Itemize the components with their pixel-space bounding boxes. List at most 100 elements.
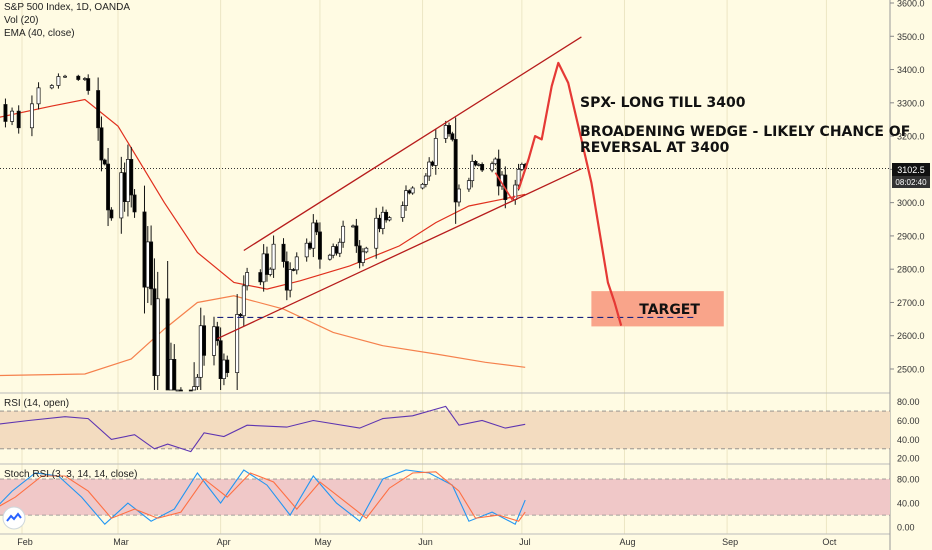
candle-body xyxy=(496,158,501,187)
grid xyxy=(21,0,827,534)
candle-body xyxy=(387,217,392,221)
candle-body xyxy=(188,389,193,392)
candle-body xyxy=(86,78,91,91)
candle-body xyxy=(172,359,177,391)
candle-body xyxy=(169,359,173,391)
candle-body xyxy=(466,180,471,190)
time-axis-label: May xyxy=(314,537,332,547)
candle-body xyxy=(457,188,461,203)
candle-body xyxy=(341,225,346,243)
rsi-line xyxy=(0,405,526,453)
tradingview-logo[interactable] xyxy=(2,506,26,530)
candle-body xyxy=(106,163,111,211)
candle-body xyxy=(450,133,455,140)
candle-body xyxy=(76,75,81,80)
oscillator-axis-label: 60.00 xyxy=(897,416,920,426)
candle-body xyxy=(364,247,369,253)
price-axis-label: 3000.0 xyxy=(897,198,925,208)
price-axis-label: 3200.0 xyxy=(897,132,925,142)
candle-body xyxy=(129,159,134,196)
candle-body xyxy=(63,75,67,78)
candle-body xyxy=(99,127,104,161)
candle-body xyxy=(377,217,382,229)
candle-body xyxy=(516,169,521,186)
time-axis-label: Sep xyxy=(722,537,738,547)
candle-body xyxy=(430,161,435,166)
candle-body xyxy=(447,125,451,135)
candle-body xyxy=(291,269,296,271)
candle-body xyxy=(29,103,34,129)
price-axis-label: 3600.0 xyxy=(897,0,925,9)
candle-body xyxy=(155,298,160,377)
candle-body xyxy=(317,231,322,260)
candle-body xyxy=(142,211,147,288)
candle-body xyxy=(308,242,312,249)
candle-body xyxy=(198,325,203,378)
candle-body xyxy=(102,159,107,165)
candle-body xyxy=(337,241,342,254)
oscillator-axis-label: 20.00 xyxy=(897,454,920,464)
ema-indicator-label[interactable]: EMA (40, close) xyxy=(4,28,75,39)
candle-body xyxy=(16,110,21,129)
candle-body xyxy=(82,78,87,80)
candle-body xyxy=(490,163,495,171)
candle-body xyxy=(122,172,127,202)
candle-body xyxy=(374,217,379,249)
candle-body xyxy=(125,159,130,202)
candle-body xyxy=(271,243,276,270)
time-axis-label: Aug xyxy=(619,537,635,547)
candle-body xyxy=(3,104,8,122)
oscillator-band xyxy=(0,411,890,449)
candle-body xyxy=(202,325,207,356)
candle-body xyxy=(480,164,485,171)
candle-body xyxy=(519,164,524,170)
candle-body xyxy=(331,246,336,256)
candle-body xyxy=(96,90,101,129)
candle-body xyxy=(357,245,362,263)
annotation-text: SPX- LONG TILL 3400 BROADENING WEDGE - L… xyxy=(580,95,910,156)
chart-logo-icon xyxy=(6,512,22,522)
stoch-d-line xyxy=(0,471,526,522)
candle-body xyxy=(473,161,478,166)
candle-body xyxy=(380,211,385,229)
candle-body xyxy=(192,386,197,391)
volume-indicator-label[interactable]: Vol (20) xyxy=(4,15,38,26)
annotation-line-1: SPX- LONG TILL 3400 xyxy=(580,95,746,111)
candle-body xyxy=(149,241,154,290)
target-label: TARGET xyxy=(639,302,700,318)
wedge-marker xyxy=(494,172,516,201)
candle-body xyxy=(311,222,316,249)
drawings[interactable]: TARGET xyxy=(217,36,724,340)
candle-body xyxy=(404,190,408,206)
oscillator-axis-label: 80.00 xyxy=(897,397,920,407)
candle-body xyxy=(238,314,243,317)
price-axis-label: 3400.0 xyxy=(897,65,925,75)
candle-body xyxy=(221,359,226,379)
oscillator-axis-label: 80.00 xyxy=(897,475,920,485)
chart-legend: S&P 500 Index, 1D, OANDA Vol (20) EMA (4… xyxy=(4,2,130,39)
candle-body xyxy=(225,359,230,374)
symbol-title[interactable]: S&P 500 Index, 1D, OANDA xyxy=(4,2,130,13)
channel-lower-line xyxy=(217,168,582,340)
candle-body xyxy=(49,85,54,89)
candle-body xyxy=(400,205,405,218)
candle-body xyxy=(195,376,200,387)
candle-body xyxy=(493,158,498,165)
candle-body xyxy=(265,253,269,275)
candle-body xyxy=(334,246,339,254)
candle-body xyxy=(109,209,114,219)
candle-body xyxy=(152,288,157,377)
price-axis-label: 2600.0 xyxy=(897,331,925,341)
candle-body xyxy=(354,225,359,247)
price-axis-label: 3300.0 xyxy=(897,98,925,108)
stoch-rsi-label[interactable]: Stoch RSI (3, 3, 14, 14, close) xyxy=(4,469,137,480)
oscillator-axis-label: 40.00 xyxy=(897,435,920,445)
rsi-label[interactable]: RSI (14, open) xyxy=(4,398,69,409)
candle-body xyxy=(218,340,223,379)
axes: 3600.03500.03400.03300.03200.03100.03000… xyxy=(17,0,924,547)
candle-body xyxy=(281,243,286,262)
price-axis-label: 2800.0 xyxy=(897,265,925,275)
candle-body xyxy=(433,138,438,166)
